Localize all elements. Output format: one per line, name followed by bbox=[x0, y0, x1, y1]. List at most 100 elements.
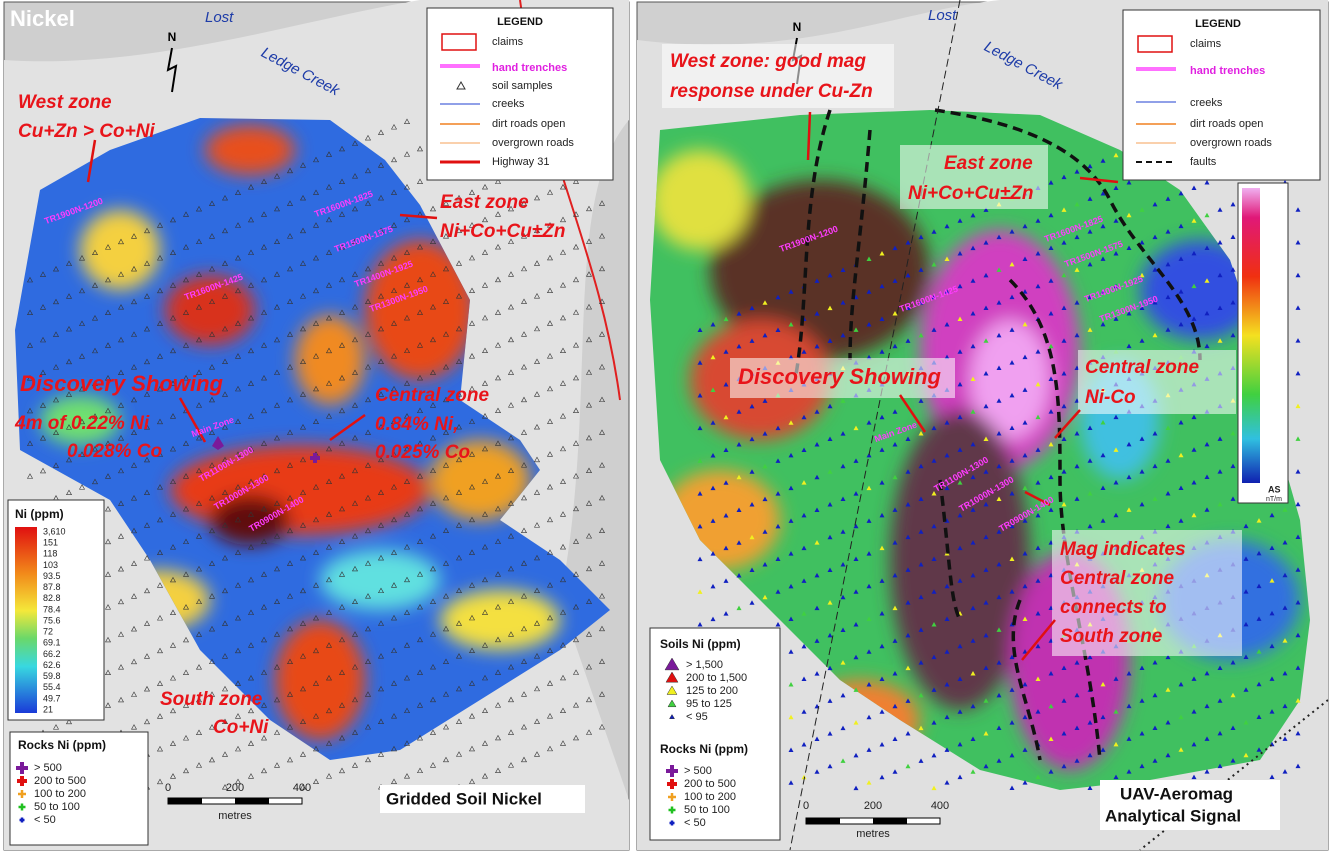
soil-sample bbox=[507, 402, 515, 408]
soil-sample bbox=[983, 665, 989, 671]
soil-sample bbox=[1282, 736, 1288, 741]
soil-sample bbox=[299, 162, 307, 168]
soil-sample bbox=[931, 294, 937, 300]
soil-sample bbox=[520, 723, 528, 730]
soil-sample bbox=[1074, 234, 1080, 240]
soil-sample bbox=[1295, 207, 1301, 212]
soil-sample bbox=[273, 369, 281, 375]
soil-sample bbox=[221, 194, 229, 201]
soil-sample bbox=[970, 671, 976, 676]
soil-sample bbox=[1152, 300, 1158, 305]
soil-sample bbox=[52, 364, 60, 370]
soil-sample bbox=[455, 554, 463, 561]
soil-sample bbox=[1230, 725, 1236, 730]
road bbox=[1139, 699, 1329, 851]
soil-sample bbox=[879, 251, 885, 256]
soil-sample bbox=[801, 447, 807, 452]
soil-sample bbox=[1139, 665, 1145, 670]
panel-title-box bbox=[1100, 780, 1280, 830]
soil-sample bbox=[840, 627, 846, 632]
soil-sample bbox=[918, 594, 924, 600]
soil-sample bbox=[801, 611, 807, 616]
soil-sample bbox=[351, 434, 359, 441]
soil-sample bbox=[325, 216, 333, 223]
soil-sample bbox=[814, 540, 820, 545]
soil-sample bbox=[286, 331, 294, 337]
soil-sample bbox=[572, 211, 580, 217]
soil-sample bbox=[520, 658, 528, 664]
soil-sample bbox=[598, 298, 606, 304]
soil-sample bbox=[91, 347, 99, 354]
soil-sample bbox=[983, 338, 989, 343]
soil-sample bbox=[1009, 720, 1015, 725]
soil-sample bbox=[749, 436, 755, 442]
soil-sample bbox=[546, 680, 554, 686]
soil-sample bbox=[143, 358, 151, 365]
soil-sample bbox=[827, 403, 833, 409]
soil-sample bbox=[325, 151, 333, 157]
soil-sample bbox=[169, 315, 177, 321]
soil-sample bbox=[1087, 163, 1093, 169]
soil-sample bbox=[390, 156, 398, 163]
annotation: Central zone bbox=[375, 385, 489, 406]
soil-sample bbox=[273, 173, 281, 179]
soil-sample bbox=[762, 594, 768, 600]
soil-sample bbox=[546, 254, 554, 261]
soil-sample bbox=[1204, 310, 1210, 316]
soil-sample bbox=[260, 276, 268, 283]
soil-sample bbox=[65, 260, 73, 266]
soil-sample bbox=[585, 631, 593, 637]
soil-sample bbox=[286, 265, 294, 272]
soil-sample bbox=[572, 342, 580, 348]
soil-sample bbox=[1204, 769, 1210, 774]
soil-sample bbox=[533, 685, 541, 692]
soil-sample bbox=[312, 254, 320, 261]
soil-sample bbox=[260, 407, 268, 414]
soil-sample bbox=[377, 391, 385, 397]
soil-sample bbox=[130, 658, 138, 665]
soil-sample bbox=[866, 289, 872, 294]
soil-sample bbox=[1230, 201, 1236, 207]
soil-sample bbox=[156, 582, 164, 588]
soil-sample bbox=[208, 331, 216, 337]
soil-sample bbox=[221, 260, 229, 266]
soil-sample bbox=[1035, 349, 1041, 354]
soil-sample bbox=[1295, 436, 1301, 441]
soil-sample bbox=[247, 511, 255, 517]
soil-sample bbox=[1022, 354, 1028, 360]
soil-sample bbox=[983, 600, 989, 605]
soil-sample bbox=[1035, 774, 1041, 780]
soil-sample bbox=[1217, 469, 1223, 474]
soil-sample bbox=[39, 402, 47, 408]
soil-sample bbox=[559, 249, 567, 255]
soil-sample bbox=[429, 565, 437, 572]
soil-sample bbox=[892, 441, 898, 447]
soil-sample bbox=[559, 576, 567, 583]
soil-sample bbox=[91, 413, 99, 419]
soil-sample bbox=[996, 365, 1002, 371]
soil-sample bbox=[1048, 409, 1054, 414]
soil-sample bbox=[866, 551, 872, 556]
legend-title: Rocks Ni (ppm) bbox=[660, 742, 748, 756]
soil-sample bbox=[1230, 430, 1236, 436]
soil-sample bbox=[117, 565, 125, 572]
soil-sample bbox=[195, 762, 203, 768]
scale-unit: metres bbox=[218, 810, 252, 822]
soil-sample bbox=[520, 691, 528, 697]
soil-sample bbox=[390, 745, 398, 752]
soil-sample bbox=[1295, 763, 1301, 769]
soil-sample bbox=[1113, 512, 1119, 518]
soil-sample bbox=[1022, 551, 1028, 556]
soil-sample bbox=[234, 353, 242, 359]
soil-sample bbox=[182, 604, 190, 610]
soil-sample bbox=[1217, 272, 1223, 278]
soil-sample bbox=[1178, 452, 1184, 458]
soil-sample bbox=[364, 625, 372, 632]
legend-symbol bbox=[669, 820, 675, 826]
soil-sample bbox=[598, 560, 606, 566]
soil-sample bbox=[221, 489, 229, 495]
soil-sample bbox=[507, 533, 515, 539]
soil-sample bbox=[416, 374, 424, 381]
soil-sample bbox=[1178, 420, 1184, 425]
legend-symbol bbox=[666, 685, 678, 695]
